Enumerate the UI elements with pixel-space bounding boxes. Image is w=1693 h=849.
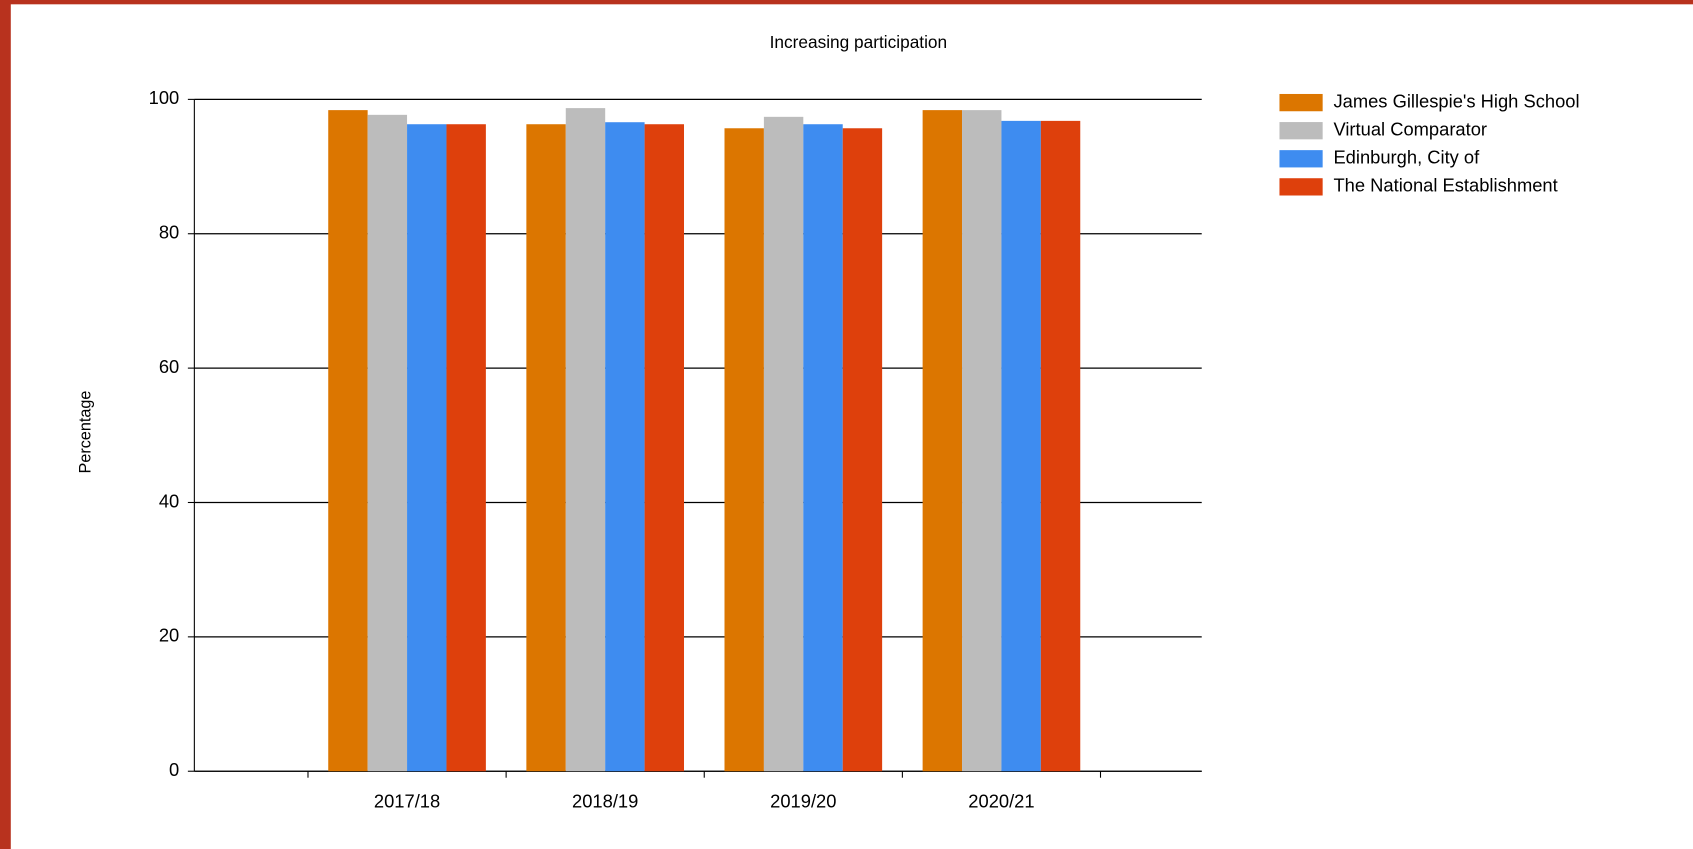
legend-swatch	[1279, 93, 1323, 112]
y-tick-label: 20	[159, 625, 179, 646]
y-tick-label: 40	[159, 490, 179, 511]
bar	[526, 124, 566, 772]
bar	[962, 110, 1002, 772]
bar	[565, 108, 606, 772]
bar	[644, 124, 685, 772]
chart-title: Increasing participation	[770, 32, 948, 52]
bar	[407, 124, 447, 772]
bar	[605, 122, 645, 772]
x-tick-label: 2019/20	[770, 790, 836, 811]
bar	[842, 128, 883, 772]
y-tick-label: 0	[169, 759, 179, 780]
legend-swatch	[1279, 178, 1323, 196]
bar	[803, 124, 843, 772]
x-tick-label: 2017/18	[374, 790, 440, 811]
y-tick-label: 60	[159, 356, 179, 377]
bar	[763, 116, 804, 772]
legend-swatch	[1279, 150, 1323, 168]
x-tick-label: 2020/21	[968, 790, 1034, 811]
legend-swatch	[1279, 122, 1323, 140]
legend-label: James Gillespie's High School	[1333, 90, 1579, 111]
y-tick-label: 80	[159, 222, 179, 243]
bar	[367, 114, 408, 772]
bar	[328, 110, 368, 772]
legend-label: Edinburgh, City of	[1333, 147, 1480, 168]
bar	[446, 124, 486, 772]
y-axis-label: Percentage	[77, 391, 95, 474]
legend-label: Virtual Comparator	[1333, 119, 1487, 140]
legend-label: The National Establishment	[1333, 175, 1557, 196]
x-tick-label: 2018/19	[572, 790, 638, 811]
bar	[1040, 120, 1081, 772]
y-tick-label: 100	[149, 87, 180, 108]
bar	[724, 128, 764, 772]
bar	[922, 110, 963, 772]
bar	[1001, 120, 1041, 772]
